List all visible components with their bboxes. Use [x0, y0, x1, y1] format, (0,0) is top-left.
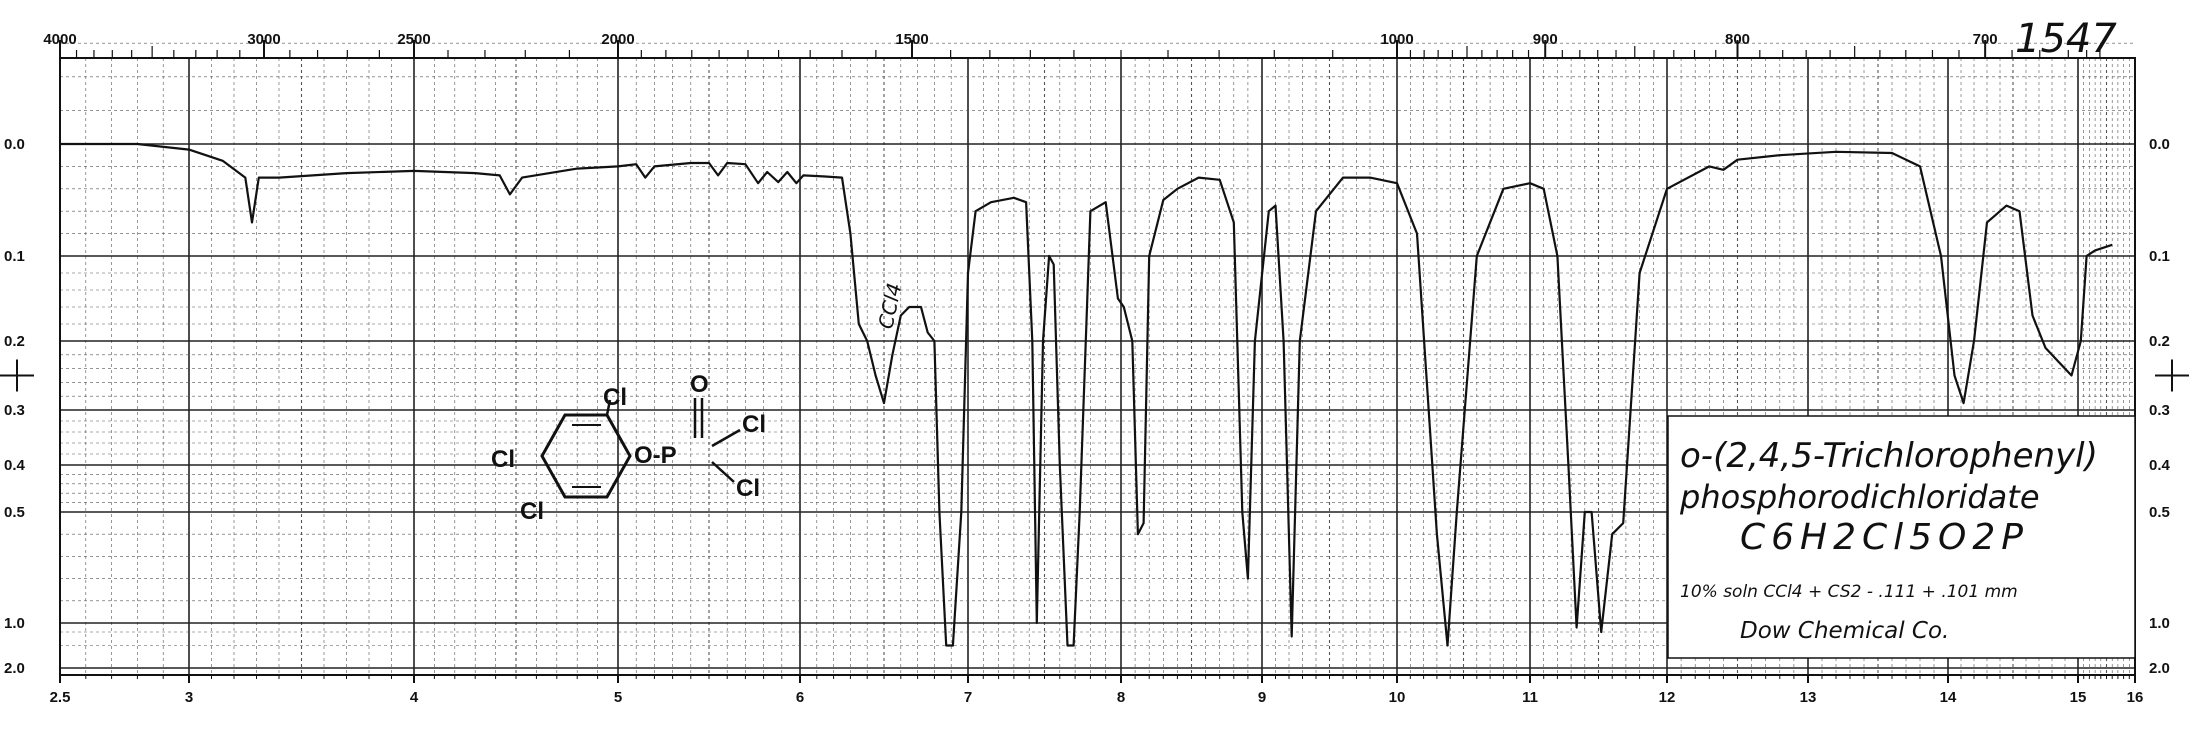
bottom-tick-label: 16 [2127, 689, 2144, 706]
top-tick-label: 900 [1533, 31, 1558, 48]
top-tick-label: 800 [1725, 31, 1750, 48]
right-tick-label: 0.4 [2149, 457, 2171, 474]
molecular-structure: Cl Cl Cl O-P O Cl Cl [491, 371, 766, 525]
right-tick-label: 0.3 [2149, 402, 2170, 419]
left-tick-label: 0.1 [4, 248, 25, 265]
top-tick-label: 1500 [895, 31, 928, 48]
left-tick-label: 0.3 [4, 402, 25, 419]
top-tick-label: 2500 [397, 31, 430, 48]
bond-p-cl-1 [711, 428, 741, 448]
bottom-tick-label: 13 [1800, 689, 1817, 706]
left-tick-label: 0.2 [4, 333, 25, 350]
bottom-tick-label: 10 [1389, 689, 1406, 706]
bottom-tick-label: 12 [1659, 689, 1676, 706]
right-tick-label: 1.0 [2149, 615, 2170, 632]
top-tick-label: 1000 [1380, 31, 1413, 48]
o-double-label: O [690, 371, 709, 398]
compound-formula: C6H2Cl5O2P [1740, 517, 2029, 558]
right-axis: 0.0 0.1 0.2 0.3 0.4 0.5 1.0 2.0 [2149, 136, 2189, 677]
top-tick-label: 4000 [43, 31, 76, 48]
solvent-note-ccl4: CCl4 [873, 281, 906, 331]
right-tick-label: 0.1 [2149, 248, 2170, 265]
compound-source: Dow Chemical Co. [1740, 618, 1949, 644]
left-tick-label: 2.0 [4, 660, 25, 677]
chart-title: 1547 [2015, 16, 2117, 62]
cl-top-label: Cl [603, 384, 627, 411]
benzene-ring-icon [540, 413, 632, 499]
compound-name-line2: phosphorodichloridate [1679, 478, 2040, 516]
bottom-tick-label: 6 [796, 689, 804, 706]
left-tick-label: 0.5 [4, 504, 25, 521]
compound-name-line1: o-(2,4,5-Trichlorophenyl) [1680, 436, 2098, 476]
compound-info-box [1667, 415, 2136, 659]
bottom-tick-label: 9 [1258, 689, 1266, 706]
right-tick-label: 0.5 [2149, 504, 2170, 521]
left-tick-label: 0.4 [4, 457, 26, 474]
bottom-tick-label: 14 [1940, 689, 1957, 706]
top-tick-label: 2000 [601, 31, 634, 48]
cl-p1-label: Cl [742, 411, 766, 438]
bottom-tick-label: 11 [1522, 689, 1538, 706]
cl-p2-label: Cl [736, 475, 760, 502]
bottom-tick-label: 5 [614, 689, 622, 706]
bottom-tick-label: 8 [1117, 689, 1125, 706]
top-axis: 4000 3000 2500 2000 1500 1000 900 800 700 [43, 31, 2101, 58]
left-tick-label: 0.0 [4, 136, 25, 153]
bottom-tick-label: 4 [410, 689, 419, 706]
bond-cl-top [605, 399, 612, 416]
compound-conditions: 10% soln CCl4 + CS2 - .111 + .101 mm [1680, 582, 2018, 602]
bottom-tick-label: 3 [185, 689, 193, 706]
cl-bottom-label: Cl [520, 498, 544, 525]
plot-frame [59, 57, 2136, 676]
cl-left-label: Cl [491, 446, 515, 473]
bottom-axis: 2.5 3 4 5 6 7 8 9 10 11 12 13 14 15 16 [50, 675, 2144, 706]
left-tick-label: 1.0 [4, 615, 25, 632]
bottom-tick-label: 2.5 [50, 689, 71, 706]
top-tick-label: 3000 [247, 31, 280, 48]
bottom-tick-label: 7 [964, 689, 972, 706]
bottom-tick-label: 15 [2070, 689, 2087, 706]
bond-p-cl-2 [711, 461, 735, 483]
right-tick-label: 0.2 [2149, 333, 2170, 350]
series-line-spectrum [60, 142, 2113, 647]
o-p-link-label: O-P [634, 442, 677, 469]
top-tick-label: 700 [1973, 31, 1998, 48]
left-axis: 0.0 0.1 0.2 0.3 0.4 0.5 1.0 2.0 [0, 136, 34, 677]
right-tick-label: 0.0 [2149, 136, 2170, 153]
right-tick-label: 2.0 [2149, 660, 2170, 677]
